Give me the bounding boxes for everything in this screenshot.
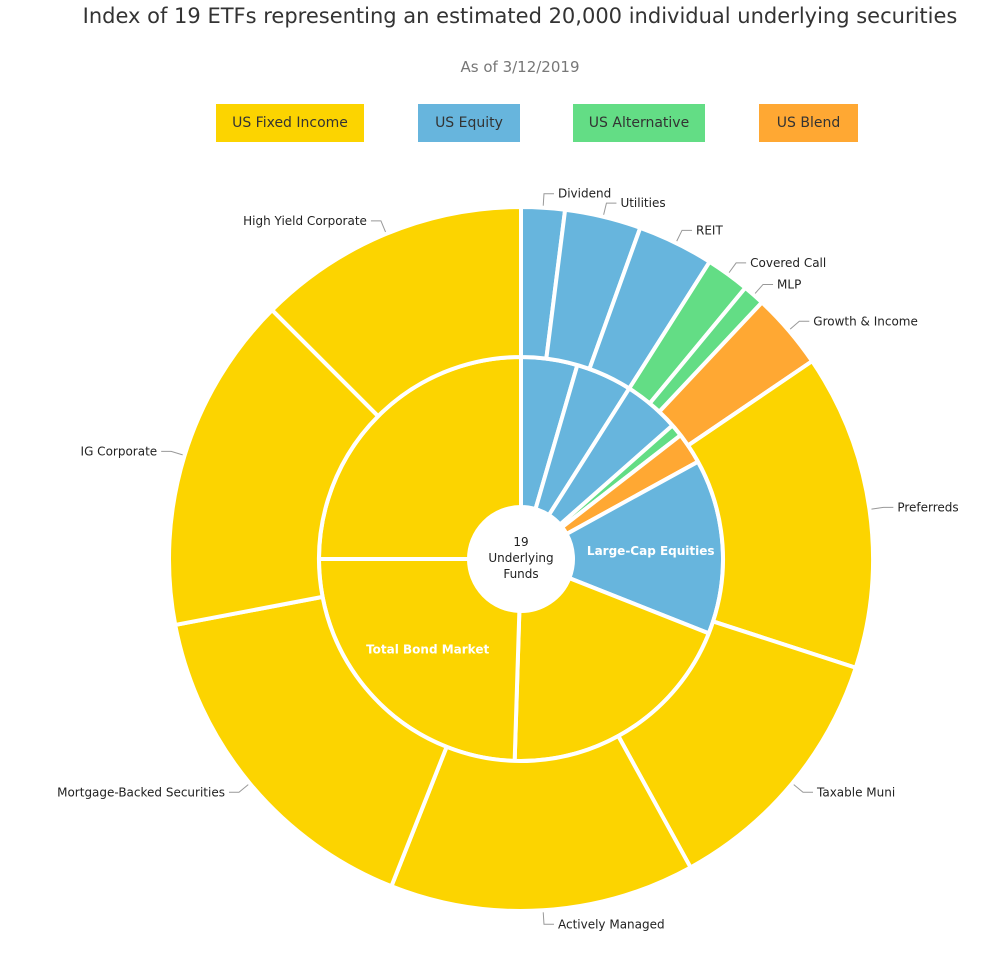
outer-label-mortgage-backed-securities: Mortgage-Backed Securities — [57, 785, 225, 799]
connector-preferreds — [871, 506, 894, 510]
connector-actively-managed — [542, 912, 554, 925]
connector-growth-and-income — [789, 320, 810, 330]
outer-label-utilities: Utilities — [620, 196, 665, 210]
legend-us-fixed-income[interactable]: US Fixed Income — [216, 104, 364, 142]
outer-label-growth-and-income: Growth & Income — [813, 314, 918, 328]
chart-title: Index of 19 ETFs representing an estimat… — [82, 4, 958, 28]
center-circle — [471, 509, 571, 609]
outer-label-taxable-muni: Taxable Muni — [816, 785, 895, 799]
center-label-line-2: Funds — [503, 567, 538, 581]
connector-mortgage-backed-securities — [228, 784, 249, 793]
center-label-line-1: Underlying — [488, 551, 553, 565]
outer-label-ig-corporate: IG Corporate — [81, 444, 158, 458]
legend-us-alternative[interactable]: US Alternative — [573, 104, 705, 142]
outer-label-preferreds: Preferreds — [897, 500, 958, 514]
outer-label-high-yield-corporate: High Yield Corporate — [243, 214, 367, 228]
outer-label-reit: REIT — [696, 223, 723, 237]
outer-label-dividend: Dividend — [558, 187, 611, 201]
inner-label-total-bond-market: Total Bond Market — [366, 642, 489, 656]
outer-slice-mortgage-backed-securities[interactable] — [173, 594, 449, 889]
connector-utilities — [603, 202, 617, 215]
outer-label-actively-managed: Actively Managed — [558, 917, 665, 931]
chart-subtitle: As of 3/12/2019 — [460, 58, 580, 76]
connector-reit — [676, 229, 693, 242]
connector-ig-corporate — [161, 450, 183, 456]
connector-covered-call — [728, 262, 747, 273]
outer-slice-ig-corporate[interactable] — [167, 308, 381, 627]
connector-high-yield-corporate — [370, 220, 386, 233]
outer-label-covered-call: Covered Call — [750, 256, 826, 270]
legend-us-equity[interactable]: US Equity — [418, 104, 520, 142]
connector-dividend — [542, 193, 554, 206]
legend-us-blend[interactable]: US Blend — [759, 104, 858, 142]
connector-mlp — [754, 283, 774, 294]
outer-slice-high-yield-corporate[interactable] — [270, 205, 523, 419]
connector-taxable-muni — [793, 784, 814, 793]
outer-label-mlp: MLP — [777, 277, 801, 291]
outer-slice-preferreds[interactable] — [686, 359, 875, 670]
center-label-line-0: 19 — [513, 535, 528, 549]
inner-label-large-cap-equities: Large-Cap Equities — [587, 544, 715, 558]
